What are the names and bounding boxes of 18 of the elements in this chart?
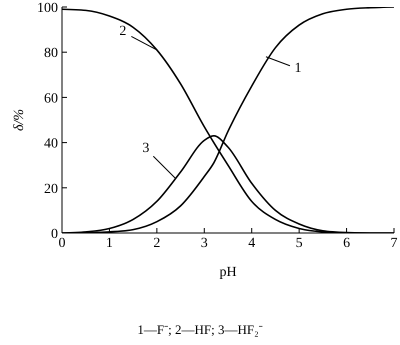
x-tick-label: 3 xyxy=(200,236,208,251)
y-tick-label: 80 xyxy=(44,46,58,62)
x-tick-label: 5 xyxy=(296,236,303,251)
y-tick-label: 100 xyxy=(37,0,58,16)
annotation: 3 xyxy=(142,140,150,156)
x-tick-label: 1 xyxy=(106,236,113,251)
x-tick-label: 7 xyxy=(390,236,398,251)
x-axis-title: pH xyxy=(219,265,237,280)
y-tick-label: 40 xyxy=(44,136,58,152)
annotation: 2 xyxy=(119,24,126,40)
x-tick-label: 6 xyxy=(343,236,350,251)
y-tick-label: 20 xyxy=(44,182,58,197)
text: 1—F⁻; 2—HF; 3—HF₂⁻ xyxy=(136,321,264,338)
x-tick-label: 2 xyxy=(153,236,160,251)
y-axis-title: δ/% xyxy=(12,108,27,132)
annotation: 1 xyxy=(294,60,302,76)
y-tick-label: 60 xyxy=(44,91,58,106)
x-tick-label: 4 xyxy=(248,236,256,251)
